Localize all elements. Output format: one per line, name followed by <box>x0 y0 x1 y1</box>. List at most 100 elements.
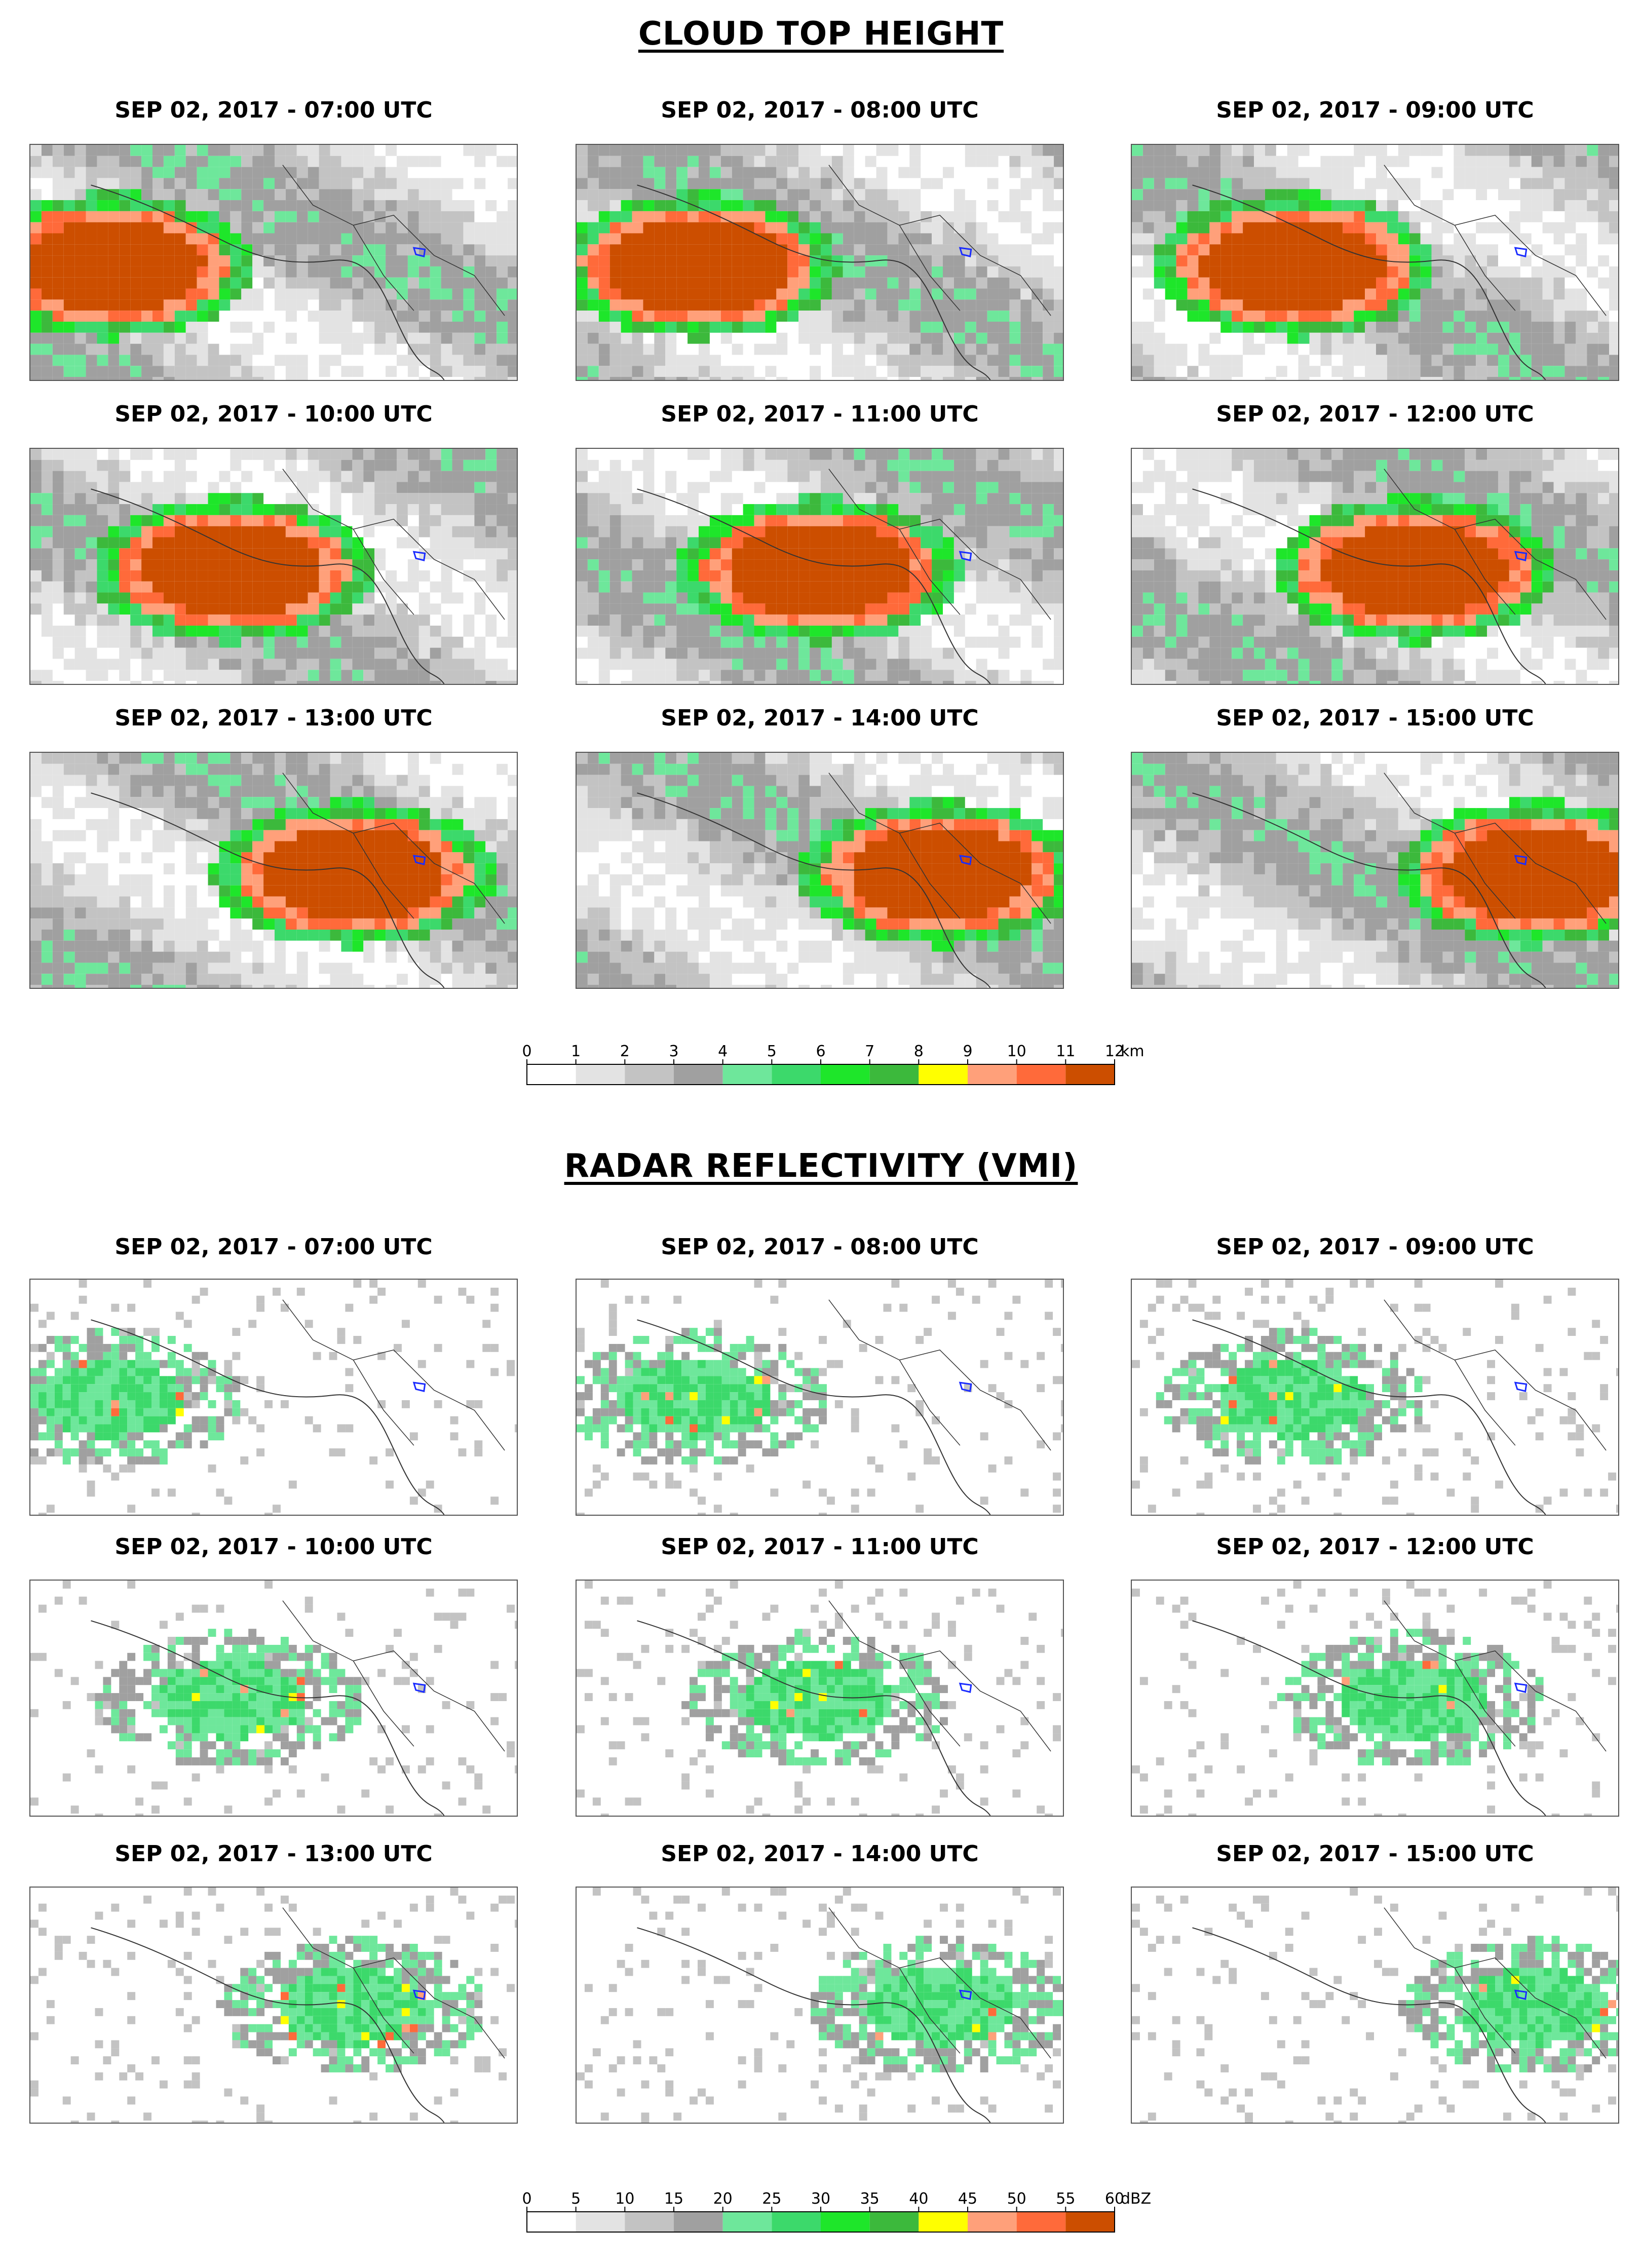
colorbar-unit-label: dBZ <box>1121 2190 1151 2208</box>
region-borders <box>1384 773 1607 924</box>
colorbar-tick-label: 4 <box>718 1043 728 1060</box>
radar-panel-title: SEP 02, 2017 - 11:00 UTC <box>661 1534 979 1560</box>
colorbar-swatch <box>821 2212 870 2232</box>
region-borders <box>282 1600 505 1752</box>
coastline <box>1192 184 1546 380</box>
radar-panel-title: SEP 02, 2017 - 09:00 UTC <box>1216 1234 1534 1260</box>
colorbar-tick-label: 30 <box>811 2190 830 2208</box>
reflectivity-field <box>577 1280 1063 1515</box>
colorbar-swatch <box>772 1064 821 1085</box>
region-borders <box>1384 1299 1607 1451</box>
coastline <box>1192 488 1546 684</box>
region-borders <box>282 165 505 316</box>
target-area-marker <box>1514 1989 1528 2000</box>
cloud-field <box>577 449 1063 684</box>
reflectivity-field <box>577 1888 1063 2123</box>
radar-panel-title: SEP 02, 2017 - 07:00 UTC <box>114 1234 433 1260</box>
cth-map <box>576 144 1064 381</box>
cth-map <box>576 448 1064 685</box>
region-borders <box>282 1299 505 1451</box>
target-area-marker <box>959 1989 972 2000</box>
colorbar-tick-label: 50 <box>1007 2190 1026 2208</box>
coastline <box>637 792 991 988</box>
colorbar-swatch <box>772 2212 821 2232</box>
colorbar-tick-label: 9 <box>963 1043 972 1060</box>
colorbar-swatch <box>919 2212 968 2232</box>
radar-map <box>29 1887 518 2124</box>
reflectivity-field <box>1132 1888 1618 2123</box>
cth-panel-title: SEP 02, 2017 - 10:00 UTC <box>114 401 433 427</box>
radar-panel-title: SEP 02, 2017 - 12:00 UTC <box>1216 1534 1534 1560</box>
colorbar-tick-label: 10 <box>615 2190 634 2208</box>
cth-map <box>29 448 518 685</box>
region-borders <box>828 1600 1051 1752</box>
coastline <box>91 1620 445 1816</box>
colorbar-swatch <box>674 2212 723 2232</box>
colorbar-tick-label: 0 <box>523 2190 532 2208</box>
cth-map <box>1131 448 1619 685</box>
coastline <box>637 1319 991 1515</box>
region-borders <box>828 165 1051 316</box>
colorbar-swatch <box>1016 2212 1066 2232</box>
radar-map <box>1131 1887 1619 2124</box>
colorbar-swatch <box>869 1064 919 1085</box>
coastline <box>91 184 445 380</box>
reflectivity-field <box>30 1888 517 2123</box>
region-borders <box>1384 165 1607 316</box>
cloud-field <box>1132 753 1618 988</box>
region-borders <box>828 1299 1051 1451</box>
radar-map <box>1131 1279 1619 1516</box>
colorbar-swatch <box>527 1064 576 1085</box>
colorbar-tick-label: 6 <box>816 1043 825 1060</box>
coastline <box>1192 1319 1546 1515</box>
target-area-marker <box>1514 1381 1528 1392</box>
colorbar-swatch <box>625 1064 674 1085</box>
colorbar-swatch <box>919 1064 968 1085</box>
colorbar-unit-label: km <box>1121 1043 1144 1060</box>
region-borders <box>282 1907 505 2059</box>
cloud-field <box>30 449 517 684</box>
target-area-marker <box>412 1989 426 2000</box>
colorbar-tick-label: 2 <box>620 1043 630 1060</box>
reflectivity-field <box>577 1581 1063 1816</box>
radar-panel-title: SEP 02, 2017 - 13:00 UTC <box>114 1841 433 1867</box>
cth-panel-title: SEP 02, 2017 - 12:00 UTC <box>1216 401 1534 427</box>
coastline <box>637 184 991 380</box>
cth-panel-title: SEP 02, 2017 - 15:00 UTC <box>1216 705 1534 731</box>
target-area-marker <box>959 855 972 865</box>
cth-panel-title: SEP 02, 2017 - 07:00 UTC <box>114 97 433 123</box>
radar-map <box>576 1279 1064 1516</box>
radar-panel-title: SEP 02, 2017 - 14:00 UTC <box>661 1841 979 1867</box>
colorbar-tick-label: 40 <box>909 2190 928 2208</box>
cth-panel-title: SEP 02, 2017 - 13:00 UTC <box>114 705 433 731</box>
colorbar-swatch <box>968 1064 1017 1085</box>
region-borders <box>828 1907 1051 2059</box>
coastline <box>1192 1927 1546 2123</box>
radar-panel-title: SEP 02, 2017 - 15:00 UTC <box>1216 1841 1534 1867</box>
cth-map <box>1131 752 1619 989</box>
radar-colorbar: 0 5 10 15 20 25 30 35 40 45 50 55 60 dBZ <box>523 2188 1226 2244</box>
colorbar-swatch <box>869 2212 919 2232</box>
radar-map <box>1131 1580 1619 1817</box>
colorbar-tick-label: 12 <box>1105 1043 1124 1060</box>
target-area-marker <box>412 855 426 865</box>
cloud-field <box>30 753 517 988</box>
colorbar-swatch <box>674 1064 723 1085</box>
radar-map <box>29 1279 518 1516</box>
cth-panel-title: SEP 02, 2017 - 14:00 UTC <box>661 705 979 731</box>
coastline <box>1192 792 1546 988</box>
colorbar-swatch <box>1016 1064 1066 1085</box>
cloud-field <box>1132 449 1618 684</box>
target-area-marker <box>412 247 426 257</box>
radar-map <box>576 1887 1064 2124</box>
target-area-marker <box>1514 551 1528 561</box>
colorbar-swatch <box>576 1064 625 1085</box>
radar-panel-title: SEP 02, 2017 - 10:00 UTC <box>114 1534 433 1560</box>
colorbar-tick-label: 5 <box>571 2190 581 2208</box>
cloud-field <box>30 145 517 380</box>
target-area-marker <box>412 1381 426 1392</box>
colorbar-tick-label: 20 <box>713 2190 733 2208</box>
reflectivity-field <box>1132 1581 1618 1816</box>
target-area-marker <box>959 1682 972 1693</box>
target-area-marker <box>1514 247 1528 257</box>
